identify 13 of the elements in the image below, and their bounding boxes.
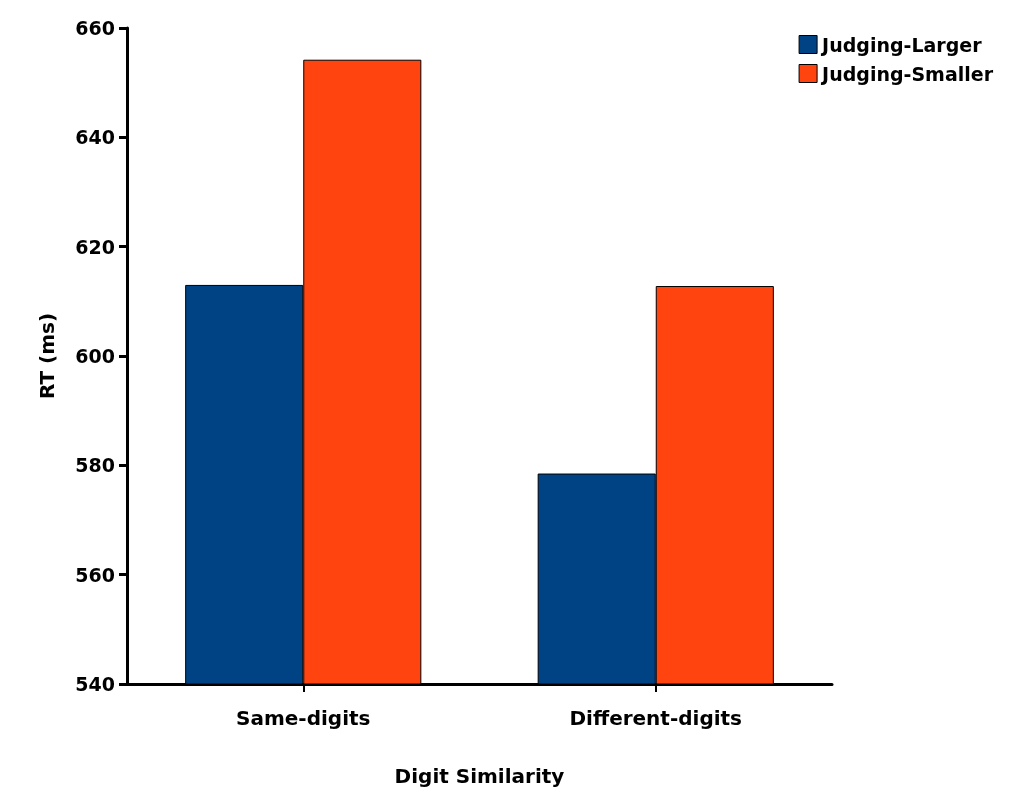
x-tick-label: Different-digits <box>569 706 743 730</box>
legend-label: Judging-Smaller <box>820 62 994 85</box>
y-tick-label: 620 <box>75 235 115 258</box>
x-axis-title: Digit Similarity <box>394 764 565 788</box>
y-tick-label: 660 <box>75 17 115 39</box>
legend-label: Judging-Larger <box>820 33 983 56</box>
y-tick-label: 560 <box>75 563 115 586</box>
y-tick-label: 600 <box>75 345 115 367</box>
y-tick-label: 580 <box>75 454 115 477</box>
y-tick-label: 540 <box>75 673 115 695</box>
x-tick-label: Same-digits <box>236 706 371 730</box>
y-tick-label: 640 <box>75 126 115 149</box>
y-axis-title: RT (ms) <box>35 312 59 400</box>
